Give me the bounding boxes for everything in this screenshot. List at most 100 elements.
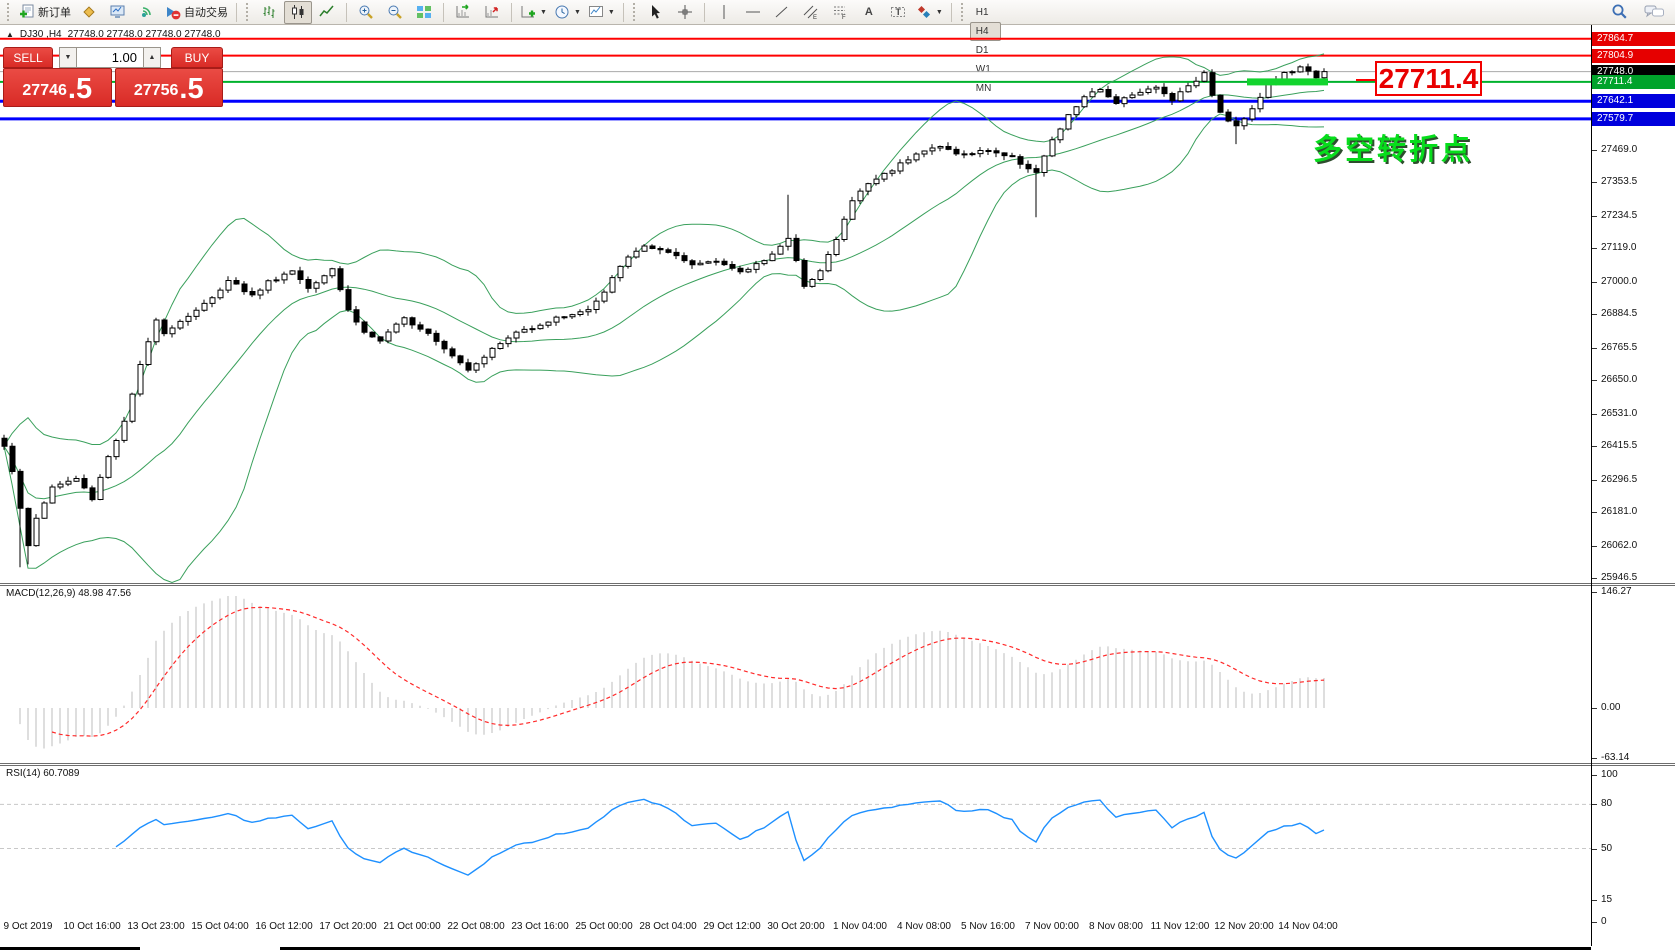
chat-button[interactable] bbox=[1640, 1, 1668, 24]
macd-pane[interactable] bbox=[0, 586, 1591, 763]
price-axis-label: 27119.0 bbox=[1601, 242, 1637, 253]
auto-scroll-icon bbox=[455, 4, 471, 20]
rsi-label: RSI(14) 60.7089 bbox=[6, 768, 80, 779]
timeframe-button-h1[interactable]: H1 bbox=[975, 6, 989, 18]
buy-price-button[interactable]: 27756 .5 bbox=[114, 68, 223, 107]
price-axis-label: 27234.5 bbox=[1601, 210, 1638, 221]
main-chart-pane[interactable] bbox=[0, 25, 1591, 583]
candlestick-chart-button[interactable] bbox=[284, 0, 312, 24]
bar-chart-button[interactable] bbox=[255, 1, 283, 24]
new-order-button[interactable]: 新订单 bbox=[16, 1, 74, 24]
tile-windows-button[interactable] bbox=[410, 1, 438, 24]
scrollbar-thumb[interactable] bbox=[140, 947, 280, 950]
trendline-tool-button[interactable] bbox=[768, 1, 796, 24]
toolbar-drag-handle[interactable] bbox=[632, 3, 637, 21]
time-axis-label: 12 Nov 20:00 bbox=[1214, 921, 1274, 932]
axis-tick bbox=[1592, 708, 1597, 709]
bar-chart-icon bbox=[261, 4, 277, 20]
toolbar-right-group bbox=[1606, 1, 1672, 24]
toolbar-drag-handle[interactable] bbox=[7, 3, 11, 21]
zoom-in-icon bbox=[358, 4, 374, 20]
zoom-in-button[interactable] bbox=[352, 1, 380, 24]
sell-price-button[interactable]: 27746 .5 bbox=[3, 68, 112, 107]
channel-icon: E bbox=[803, 4, 819, 20]
templates-dropdown-button[interactable]: ▼ bbox=[585, 1, 618, 24]
chart-window-button[interactable] bbox=[104, 1, 132, 24]
volume-increase-button[interactable]: ▲ bbox=[143, 47, 161, 68]
toolbar-drag-handle[interactable] bbox=[246, 3, 250, 21]
signals-button[interactable] bbox=[133, 1, 161, 24]
crosshair-tool-button[interactable] bbox=[671, 1, 699, 24]
line-chart-button[interactable] bbox=[313, 1, 341, 24]
horizontal-scrollbar[interactable] bbox=[0, 947, 1591, 950]
text-tool-button[interactable]: A bbox=[855, 1, 883, 24]
timeframe-button-w1[interactable]: W1 bbox=[975, 63, 991, 75]
toolbar-drag-handle[interactable] bbox=[960, 3, 965, 21]
timeframe-button-mn[interactable]: MN bbox=[975, 82, 992, 94]
cursor-tool-button[interactable] bbox=[642, 1, 670, 24]
buy-price-fraction: .5 bbox=[179, 73, 204, 105]
text-label-tool-button[interactable]: T bbox=[884, 1, 912, 24]
rsi-axis-label: 80 bbox=[1601, 798, 1613, 809]
axis-tick bbox=[1592, 446, 1597, 447]
time-axis-label: 7 Nov 00:00 bbox=[1025, 921, 1079, 932]
equidistant-channel-tool-button[interactable]: E bbox=[797, 1, 825, 24]
collapse-trade-panel-icon[interactable]: ▲ bbox=[6, 30, 14, 39]
zoom-out-button[interactable] bbox=[381, 1, 409, 24]
toolbar-separator bbox=[950, 2, 952, 22]
indicators-dropdown-button[interactable]: ▼ bbox=[517, 1, 550, 24]
horizontal-line-tool-button[interactable] bbox=[739, 1, 767, 24]
market-watch-button[interactable] bbox=[75, 1, 103, 24]
axis-tick bbox=[1592, 348, 1597, 349]
axis-tick bbox=[1592, 512, 1597, 513]
toolbar-separator bbox=[346, 2, 347, 22]
time-axis-label: 23 Oct 16:00 bbox=[511, 921, 569, 932]
rsi-axis-label: 15 bbox=[1601, 894, 1613, 905]
vertical-line-tool-button[interactable] bbox=[710, 1, 738, 24]
volume-decrease-button[interactable]: ▼ bbox=[59, 47, 77, 68]
time-axis-label: 30 Oct 20:00 bbox=[767, 921, 825, 932]
axis-tick bbox=[1592, 216, 1597, 217]
level-price-tag: 27864.7 bbox=[1592, 32, 1675, 46]
line-chart-icon bbox=[319, 4, 335, 20]
zoom-out-icon bbox=[387, 4, 403, 20]
pane-divider[interactable] bbox=[0, 765, 1675, 766]
toolbar-separator bbox=[443, 2, 444, 22]
sell-button[interactable]: SELL bbox=[3, 47, 53, 68]
price-axis-label: 26765.5 bbox=[1601, 342, 1638, 353]
volume-input[interactable]: 1.00 bbox=[77, 47, 143, 68]
timeframe-group: M1M5M15M30H1H4D1W1MN bbox=[969, 0, 1002, 98]
time-axis-label: 22 Oct 08:00 bbox=[447, 921, 505, 932]
level-price-tag: 27711.4 bbox=[1592, 75, 1675, 89]
price-axis-label: 26181.0 bbox=[1601, 506, 1638, 517]
periods-dropdown-button[interactable]: ▼ bbox=[551, 1, 584, 24]
time-axis-label: 25 Oct 00:00 bbox=[575, 921, 633, 932]
fibonacci-icon: F bbox=[832, 4, 848, 20]
chart-shift-button[interactable] bbox=[478, 1, 506, 24]
buy-button[interactable]: BUY bbox=[171, 47, 223, 68]
macd-label: MACD(12,26,9) 48.98 47.56 bbox=[6, 588, 132, 599]
chart-note-annotation[interactable]: 多空转折点 bbox=[1313, 134, 1474, 166]
pane-divider[interactable] bbox=[0, 763, 1675, 764]
timeframe-button-h4[interactable]: H4 bbox=[969, 21, 1002, 41]
trendline-icon bbox=[774, 4, 790, 20]
pane-divider[interactable] bbox=[0, 585, 1675, 586]
chart-symbol-period: DJ30 ,H4 bbox=[19, 29, 62, 40]
time-axis-label: 21 Oct 00:00 bbox=[383, 921, 441, 932]
arrows-dropdown-button[interactable]: ▼ bbox=[913, 1, 946, 24]
rsi-pane[interactable] bbox=[0, 766, 1591, 918]
pane-divider[interactable] bbox=[0, 583, 1675, 584]
chart-title: ▲ DJ30 ,H4 27748.0 27748.0 27748.0 27748… bbox=[6, 29, 221, 40]
fibonacci-tool-button[interactable]: F bbox=[826, 1, 854, 24]
timeframe-button-d1[interactable]: D1 bbox=[975, 44, 989, 56]
search-button[interactable] bbox=[1606, 1, 1634, 24]
sell-price-main: 27746 bbox=[22, 82, 67, 99]
auto-scroll-button[interactable] bbox=[449, 1, 477, 24]
price-flag-annotation[interactable]: 27711.4 bbox=[1375, 61, 1482, 96]
gold-diamond-icon bbox=[81, 4, 97, 20]
autotrading-button[interactable]: 自动交易 bbox=[162, 1, 231, 24]
svg-text:E: E bbox=[813, 15, 817, 20]
axis-tick bbox=[1592, 849, 1597, 850]
time-axis-label: 5 Nov 16:00 bbox=[961, 921, 1015, 932]
chevron-down-icon: ▼ bbox=[935, 8, 943, 16]
